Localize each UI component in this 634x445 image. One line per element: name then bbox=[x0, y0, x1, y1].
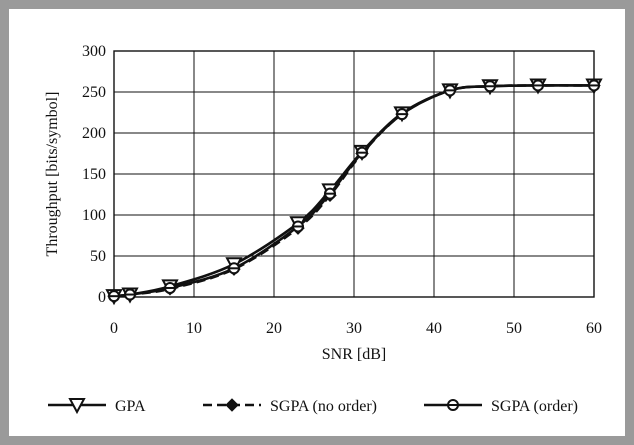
y-tick-label: 50 bbox=[90, 248, 106, 265]
x-axis-label: SNR [dB] bbox=[322, 346, 386, 363]
legend-label-gpa: GPA bbox=[115, 398, 146, 415]
legend-item-gpa: GPA bbox=[48, 398, 146, 415]
x-tick-label: 20 bbox=[266, 320, 282, 337]
y-tick-label: 150 bbox=[82, 166, 106, 183]
x-tick-label: 30 bbox=[346, 320, 362, 337]
x-tick-label: 40 bbox=[426, 320, 442, 337]
plot-border bbox=[113, 50, 595, 298]
legend-marker-sgpa-no-order bbox=[225, 398, 239, 412]
y-tick-label: 0 bbox=[98, 289, 106, 306]
legend-label-sgpa-order: SGPA (order) bbox=[491, 398, 578, 415]
y-axis-label: Throughput [bits/symbol] bbox=[44, 92, 61, 257]
legend-label-sgpa-no-order: SGPA (no order) bbox=[270, 398, 377, 415]
y-tick-label: 100 bbox=[82, 207, 106, 224]
legend-marker-gpa bbox=[68, 398, 86, 415]
x-tick-label: 50 bbox=[506, 320, 522, 337]
y-tick-label: 250 bbox=[82, 84, 106, 101]
legend-item-sgpa-no-order: SGPA (no order) bbox=[203, 398, 377, 415]
y-tick-label: 300 bbox=[82, 43, 106, 60]
legend-item-sgpa-order: SGPA (order) bbox=[424, 398, 578, 415]
x-tick-label: 10 bbox=[186, 320, 202, 337]
x-tick-label: 60 bbox=[586, 320, 602, 337]
x-tick-label: 0 bbox=[110, 320, 118, 337]
series-sgpa-order bbox=[108, 79, 600, 303]
y-tick-label: 200 bbox=[82, 125, 106, 142]
